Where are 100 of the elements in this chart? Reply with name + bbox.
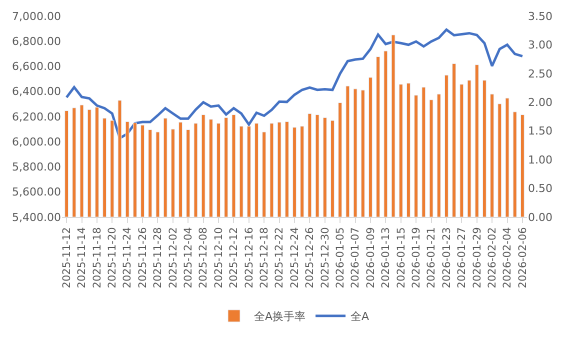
bar (422, 86, 426, 217)
y-tick-label: 7,000.00 (12, 10, 61, 23)
x-tick-label: 2025-12-10 (212, 227, 225, 288)
bar (406, 82, 410, 217)
bar (498, 104, 502, 217)
y2-tick-label: 0.50 (528, 182, 552, 196)
x-tick-label: 2025-11-18 (91, 227, 104, 288)
bar (284, 121, 289, 217)
x-tick-label: 2025-12-08 (198, 227, 210, 288)
x-tick-label: 2026-01-07 (350, 227, 362, 288)
x-tick-label: 2025-11-12 (60, 227, 73, 288)
bar (505, 98, 510, 217)
x-tick-label: 2026-01-23 (440, 227, 453, 288)
bar (80, 104, 84, 217)
bar (156, 132, 160, 217)
y2-tick-label: 1.50 (528, 124, 552, 138)
bar (360, 90, 365, 217)
bar (110, 120, 114, 217)
bar (346, 86, 350, 217)
bar (178, 122, 182, 217)
x-tick-label: 2026-02-04 (502, 226, 514, 288)
bar (125, 121, 130, 217)
legend-label: 全A换手率 (254, 310, 306, 324)
bar (170, 128, 175, 217)
y-tick-label: 6,000.00 (12, 135, 61, 148)
x-tick-label: 2026-01-09 (364, 227, 377, 288)
y-tick-label: 6,800.00 (12, 34, 61, 48)
bar (460, 84, 464, 217)
bar (208, 119, 213, 217)
bar (368, 77, 372, 217)
bar (186, 129, 190, 217)
bar (520, 114, 524, 217)
bar (239, 126, 244, 217)
bar (254, 123, 258, 217)
bar (194, 123, 198, 217)
bar (490, 94, 494, 217)
x-tick-label: 2026-02-02 (486, 227, 498, 288)
bar (148, 129, 152, 217)
y-tick-label: 5,800.00 (12, 160, 61, 174)
x-tick-label: 2026-01-13 (380, 227, 392, 288)
y-tick-label: 6,600.00 (12, 60, 61, 74)
bar (512, 112, 517, 217)
bar (201, 114, 206, 217)
bar (436, 94, 441, 217)
bar (246, 126, 251, 217)
bar (270, 123, 274, 217)
x-tick-label: 2026-01-27 (456, 227, 468, 288)
bar (353, 88, 358, 217)
y2-tick-label: 1.00 (528, 153, 552, 166)
bar (132, 122, 137, 217)
bar (232, 114, 236, 217)
bar (292, 127, 296, 217)
bar (338, 102, 342, 217)
x-tick-label: 2025-12-18 (258, 227, 271, 288)
bar (262, 132, 266, 217)
x-tick-label: 2026-02-06 (516, 226, 529, 288)
legend-label: 全A (350, 310, 370, 324)
bar (452, 63, 456, 217)
y-tick-label: 6,400.00 (12, 85, 61, 98)
x-tick-label: 2025-12-12 (228, 227, 240, 288)
bar (118, 100, 122, 217)
bar (376, 56, 380, 217)
y-tick-label: 6,200.00 (12, 110, 61, 124)
bar (277, 122, 282, 217)
bar (482, 80, 486, 217)
x-tick-label: 2025-12-22 (274, 227, 286, 288)
bar (163, 118, 168, 217)
y-tick-label: 5,400.00 (12, 210, 61, 224)
line-series (65, 28, 524, 140)
bar (391, 34, 396, 217)
y2-tick-label: 0.00 (528, 210, 552, 224)
x-tick-label: 2025-11-20 (106, 227, 119, 288)
x-tick-label: 2025-12-26 (304, 226, 316, 288)
bar (315, 114, 320, 217)
bar (94, 107, 99, 217)
x-tick-label: 2025-11-28 (152, 227, 164, 288)
bar (140, 124, 144, 217)
bar (330, 120, 334, 217)
bar (224, 117, 228, 217)
y2-tick-label: 3.50 (528, 10, 552, 23)
x-tick-label: 2026-01-19 (410, 227, 422, 288)
x-tick-label: 2025-11-14 (76, 226, 88, 288)
x-tick-label: 2026-01-21 (426, 227, 438, 288)
bar (216, 123, 220, 217)
y2-tick-label: 3.00 (528, 38, 552, 52)
bar (322, 117, 327, 217)
bar (398, 84, 403, 217)
bar (444, 74, 448, 217)
bar (300, 126, 304, 217)
bar (102, 118, 107, 217)
bar (384, 50, 388, 217)
x-tick-label: 2026-01-05 (334, 227, 347, 288)
bar (72, 108, 76, 217)
x-tick-label: 2025-11-24 (122, 226, 134, 288)
y2-tick-label: 2.50 (528, 67, 552, 80)
x-tick-label: 2026-01-29 (471, 227, 484, 288)
bar (474, 64, 479, 217)
bar (308, 113, 312, 217)
x-tick-label: 2025-12-04 (182, 226, 195, 288)
x-tick-label: 2025-11-26 (136, 226, 149, 288)
